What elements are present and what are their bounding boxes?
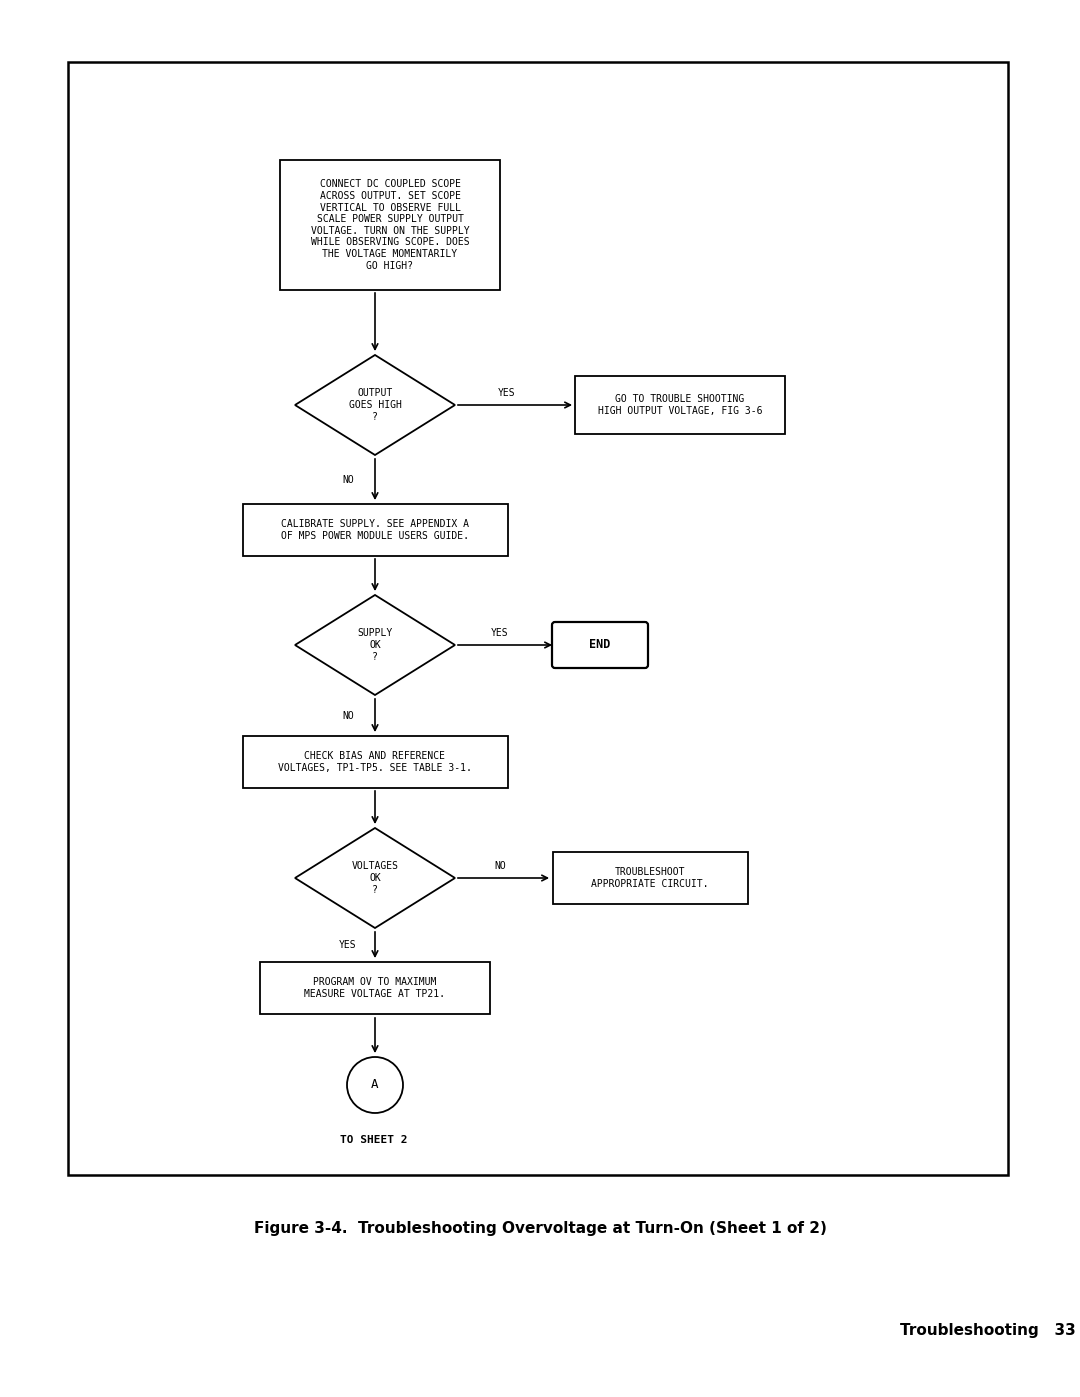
Text: CHECK BIAS AND REFERENCE
VOLTAGES, TP1-TP5. SEE TABLE 3-1.: CHECK BIAS AND REFERENCE VOLTAGES, TP1-T…	[278, 752, 472, 773]
Text: TROUBLESHOOT
APPROPRIATE CIRCUIT.: TROUBLESHOOT APPROPRIATE CIRCUIT.	[591, 868, 708, 888]
FancyBboxPatch shape	[243, 504, 508, 556]
FancyBboxPatch shape	[243, 736, 508, 788]
Text: A: A	[372, 1078, 379, 1091]
Polygon shape	[295, 355, 455, 455]
Text: Troubleshooting   33: Troubleshooting 33	[900, 1323, 1076, 1337]
Text: OUTPUT
GOES HIGH
?: OUTPUT GOES HIGH ?	[349, 388, 402, 422]
Text: NO: NO	[342, 475, 354, 485]
FancyBboxPatch shape	[575, 376, 785, 434]
Text: END: END	[590, 638, 610, 651]
FancyBboxPatch shape	[553, 852, 747, 904]
Text: YES: YES	[491, 629, 509, 638]
Text: YES: YES	[339, 940, 356, 950]
Text: CONNECT DC COUPLED SCOPE
ACROSS OUTPUT. SET SCOPE
VERTICAL TO OBSERVE FULL
SCALE: CONNECT DC COUPLED SCOPE ACROSS OUTPUT. …	[311, 179, 470, 271]
Text: CALIBRATE SUPPLY. SEE APPENDIX A
OF MPS POWER MODULE USERS GUIDE.: CALIBRATE SUPPLY. SEE APPENDIX A OF MPS …	[281, 520, 469, 541]
Text: GO TO TROUBLE SHOOTING
HIGH OUTPUT VOLTAGE, FIG 3-6: GO TO TROUBLE SHOOTING HIGH OUTPUT VOLTA…	[597, 394, 762, 416]
Text: NO: NO	[342, 711, 354, 721]
Circle shape	[347, 1058, 403, 1113]
Text: YES: YES	[498, 388, 516, 398]
Text: NO: NO	[495, 861, 505, 870]
Text: Figure 3-4.  Troubleshooting Overvoltage at Turn-On (Sheet 1 of 2): Figure 3-4. Troubleshooting Overvoltage …	[254, 1221, 826, 1235]
Text: TO SHEET 2: TO SHEET 2	[340, 1134, 407, 1146]
FancyBboxPatch shape	[260, 963, 490, 1014]
Text: VOLTAGES
OK
?: VOLTAGES OK ?	[351, 862, 399, 894]
FancyBboxPatch shape	[68, 61, 1008, 1175]
Polygon shape	[295, 595, 455, 694]
Text: PROGRAM OV TO MAXIMUM
MEASURE VOLTAGE AT TP21.: PROGRAM OV TO MAXIMUM MEASURE VOLTAGE AT…	[305, 977, 446, 999]
FancyBboxPatch shape	[552, 622, 648, 668]
FancyBboxPatch shape	[280, 161, 500, 291]
Text: SUPPLY
OK
?: SUPPLY OK ?	[357, 629, 393, 662]
Polygon shape	[295, 828, 455, 928]
